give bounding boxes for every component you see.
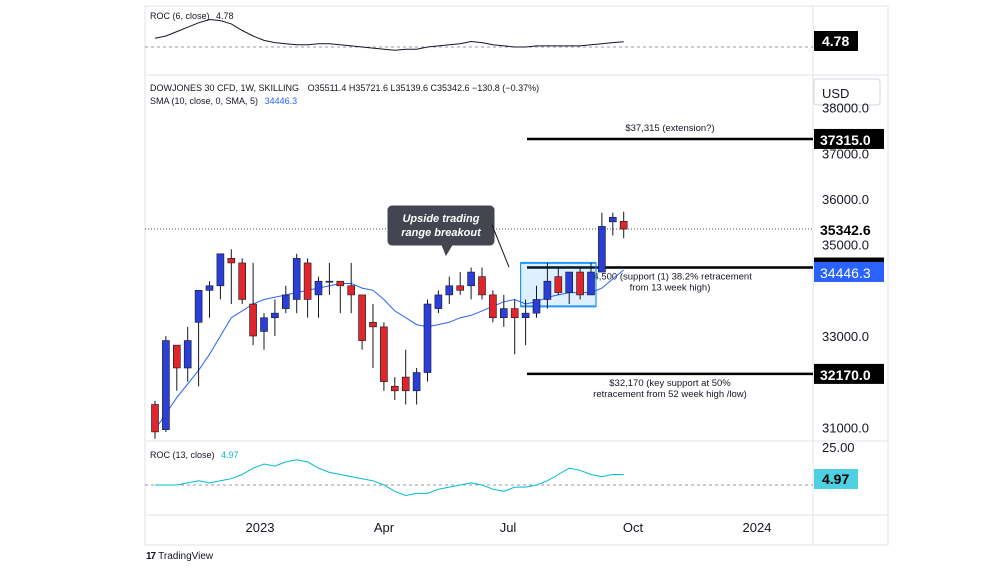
candle-body bbox=[292, 258, 301, 300]
candle-body bbox=[434, 294, 443, 309]
currency-button[interactable] bbox=[813, 78, 881, 106]
candle-body bbox=[238, 262, 246, 300]
candle-body bbox=[456, 285, 465, 291]
candle-body bbox=[478, 276, 486, 296]
y-tick-label: 36000.0 bbox=[822, 192, 869, 207]
candle-body bbox=[194, 290, 203, 323]
candle-body bbox=[543, 280, 552, 300]
roc-bottom-top-tick: 25.00 bbox=[822, 440, 855, 455]
last-price-badge-text: 35342.6 bbox=[820, 222, 871, 238]
roc-bottom-badge-text: 4.97 bbox=[822, 471, 849, 487]
candle-body bbox=[510, 308, 519, 319]
candle-body bbox=[183, 340, 192, 369]
candle-body bbox=[336, 280, 345, 287]
candle-body bbox=[281, 294, 290, 309]
x-axis-labels: 2023 Apr Jul Oct 2024 bbox=[246, 520, 772, 535]
y-tick-label: 38000.0 bbox=[822, 101, 869, 116]
candle-body bbox=[325, 280, 334, 283]
roc-bottom-line bbox=[155, 459, 624, 497]
candle-body bbox=[532, 299, 541, 314]
y-axis-ticks: 38000.0 37000.0 36000.0 35000.0 33000.0 31000… bbox=[822, 101, 869, 436]
candle-body bbox=[380, 326, 388, 382]
candle-body bbox=[173, 344, 181, 369]
level-note: from 13 week high) bbox=[630, 283, 711, 294]
candle-body bbox=[303, 262, 312, 300]
currency-label: USD bbox=[822, 86, 849, 101]
candle-body bbox=[499, 308, 508, 319]
candle-body bbox=[347, 285, 356, 296]
callout-text: range breakout bbox=[401, 227, 482, 239]
candle-body bbox=[390, 385, 399, 392]
candle-body bbox=[227, 258, 236, 264]
candle-body bbox=[598, 226, 606, 273]
level-badge-text: 32170.0 bbox=[820, 367, 871, 383]
main-header: DOWJONES 30 CFD, 1W, SKILLING O35511.4 H… bbox=[150, 83, 539, 93]
roc-top-badge-text: 4.78 bbox=[822, 33, 849, 49]
level-badge bbox=[814, 363, 884, 384]
candle-body bbox=[619, 221, 628, 230]
candle-body bbox=[369, 321, 377, 328]
candle-body bbox=[151, 404, 159, 433]
candle-body bbox=[216, 253, 225, 287]
last-price-badge bbox=[813, 218, 885, 240]
candle-body bbox=[521, 312, 530, 319]
candle-body bbox=[576, 271, 584, 296]
x-tick-label: 2023 bbox=[246, 520, 275, 535]
roc-top-line bbox=[154, 18, 624, 51]
level-note: $37,315 (extension?) bbox=[625, 123, 714, 134]
candle-body bbox=[162, 340, 170, 430]
level-note: retracement from 52 week high /low) bbox=[593, 389, 747, 400]
roc-top-badge bbox=[814, 31, 858, 51]
level-badge bbox=[814, 128, 884, 149]
level-lines: 37315.0$37,315 (extension?)34500.034,500… bbox=[527, 123, 884, 400]
callout-bubble bbox=[387, 205, 495, 257]
y-tick-label: 37000.0 bbox=[822, 146, 869, 161]
y-tick-label: 31000.0 bbox=[822, 420, 869, 435]
callout-pointer bbox=[491, 224, 510, 268]
candle-body bbox=[423, 303, 432, 373]
x-tick-label: 2024 bbox=[743, 520, 772, 535]
x-tick-label: Oct bbox=[623, 520, 644, 535]
breakout-callout: Upside trading range breakout bbox=[387, 205, 510, 268]
candle-body bbox=[489, 294, 497, 319]
x-tick-label: Jul bbox=[500, 520, 517, 535]
roc-top-header: ROC (6, close) 4.78 bbox=[150, 11, 234, 21]
candle-body bbox=[412, 372, 421, 392]
candle-body bbox=[587, 271, 595, 296]
callout-text: Upside trading bbox=[402, 213, 479, 225]
level-note: $32,170 (key support at 50% bbox=[609, 378, 731, 389]
tradingview-logo[interactable]: 17 TradingView bbox=[146, 551, 213, 562]
candle-body bbox=[205, 285, 214, 291]
candle-body bbox=[260, 317, 268, 332]
candles bbox=[151, 211, 628, 439]
tv-logo-text: TradingView bbox=[158, 551, 214, 562]
sma-badge-text: 34446.3 bbox=[820, 265, 871, 281]
candle-body bbox=[271, 312, 279, 319]
x-tick-label: Apr bbox=[374, 520, 395, 535]
roc-bottom-header: ROC (13, close) 4.97 bbox=[150, 450, 239, 460]
sma-label: SMA (10, close, 0, SMA, 5) 34446.3 bbox=[150, 96, 297, 106]
candle-body bbox=[314, 280, 323, 296]
candle-body bbox=[565, 271, 574, 293]
candle-body bbox=[608, 216, 617, 223]
level-note: 34,500 (support (1) 38.2% retracement bbox=[588, 272, 752, 283]
candle-body bbox=[249, 303, 257, 337]
candle-body bbox=[358, 294, 366, 341]
candle-body bbox=[445, 285, 454, 296]
candle-body bbox=[467, 271, 475, 287]
tv-logo-icon: 17 bbox=[146, 551, 156, 562]
level-badge-text: 37315.0 bbox=[820, 132, 871, 148]
sma-badge bbox=[814, 261, 884, 282]
y-tick-label: 35000.0 bbox=[822, 238, 869, 253]
chart-frame bbox=[144, 5, 889, 546]
candle-body bbox=[554, 276, 563, 293]
candle-body bbox=[401, 376, 410, 392]
y-tick-label: 33000.0 bbox=[822, 329, 869, 344]
roc-bottom-badge bbox=[814, 469, 858, 489]
last-price-marker: 35342.6 34446.3 bbox=[145, 218, 885, 282]
